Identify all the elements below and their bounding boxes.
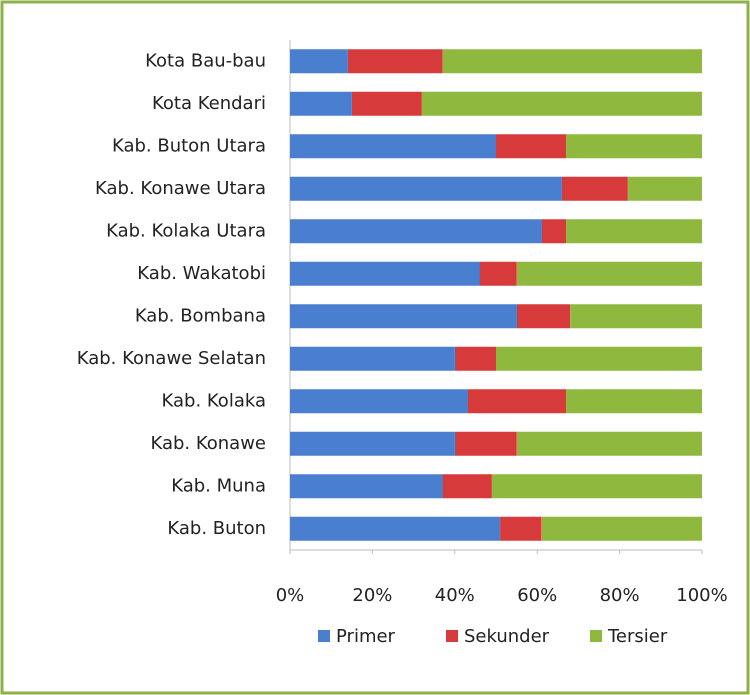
bar-segment <box>516 304 571 329</box>
bar-segment <box>479 261 517 286</box>
legend-label: Primer <box>336 626 396 647</box>
y-tick-label: Kota Bau-bau <box>145 50 266 71</box>
bar-segment <box>454 431 517 456</box>
bar-segment <box>491 474 702 499</box>
bar-segment <box>351 91 422 116</box>
bar-segment <box>570 304 702 329</box>
bar-segment <box>290 49 348 74</box>
y-tick-label: Kota Kendari <box>152 93 266 114</box>
bar-segment <box>290 176 562 201</box>
y-tick-label: Kab. Buton <box>167 518 266 539</box>
bar-segment <box>290 516 501 541</box>
x-tick-label: 20% <box>352 585 392 606</box>
bar-segment <box>496 346 702 371</box>
bar-segment <box>541 516 702 541</box>
y-tick-label: Kab. Kolaka Utara <box>106 220 266 241</box>
y-tick-label: Kab. Buton Utara <box>112 135 266 156</box>
bar-segment <box>290 389 468 414</box>
x-tick-label: 100% <box>676 585 727 606</box>
bar-segment <box>290 261 480 286</box>
y-tick-label: Kab. Muna <box>171 475 266 496</box>
x-tick-label: 40% <box>435 585 475 606</box>
bar-segment <box>290 431 455 456</box>
x-tick-label: 80% <box>600 585 640 606</box>
bar-segment <box>627 176 702 201</box>
bar-segment <box>347 49 443 74</box>
bar-segment <box>500 516 542 541</box>
y-tick-label: Kab. Konawe <box>150 433 266 454</box>
bar-segment <box>566 389 702 414</box>
legend-swatch <box>446 630 458 642</box>
bar-segment <box>290 474 443 499</box>
bar-segment <box>290 134 496 159</box>
bar-segment <box>290 219 542 244</box>
x-tick-label: 60% <box>517 585 557 606</box>
x-tick-label: 0% <box>276 585 305 606</box>
y-tick-label: Kab. Konawe Selatan <box>77 348 266 369</box>
y-tick-label: Kab. Konawe Utara <box>95 178 266 199</box>
y-tick-label: Kab. Kolaka <box>162 390 266 411</box>
bar-segment <box>442 474 492 499</box>
bar-segment <box>541 219 567 244</box>
bar-segment <box>516 261 702 286</box>
legend-label: Sekunder <box>464 626 550 647</box>
bar-segment <box>496 134 567 159</box>
bar-segment <box>442 49 702 74</box>
bar-segment <box>290 91 352 116</box>
bar-segment <box>566 219 702 244</box>
bar-segment <box>290 346 455 371</box>
y-tick-label: Kab. Bombana <box>135 305 266 326</box>
legend-swatch <box>318 630 330 642</box>
bar-segment <box>467 389 567 414</box>
bar-segment <box>561 176 628 201</box>
legend-swatch <box>590 630 602 642</box>
legend-label: Tersier <box>607 626 668 647</box>
bar-segment <box>454 346 496 371</box>
bar-segment <box>566 134 702 159</box>
y-tick-label: Kab. Wakatobi <box>137 263 266 284</box>
bar-segment <box>516 431 702 456</box>
bar-segment <box>421 91 702 116</box>
bar-segment <box>290 304 517 329</box>
